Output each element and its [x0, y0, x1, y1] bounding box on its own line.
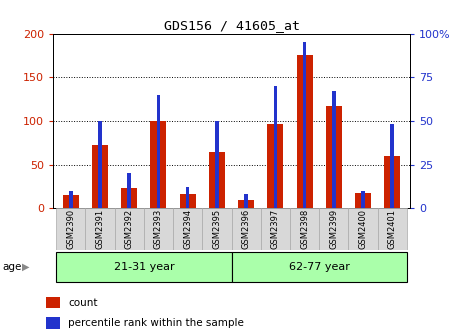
- Bar: [238, 200, 254, 208]
- Text: GSM2401: GSM2401: [388, 209, 397, 249]
- Bar: [56, 208, 85, 250]
- Bar: [186, 187, 189, 208]
- Bar: [46, 317, 60, 329]
- Bar: [180, 194, 196, 208]
- Text: age: age: [2, 262, 22, 272]
- Text: GSM2398: GSM2398: [300, 209, 309, 249]
- Bar: [326, 106, 342, 208]
- Bar: [332, 91, 336, 208]
- Bar: [303, 42, 307, 208]
- Bar: [232, 208, 261, 250]
- Bar: [378, 208, 407, 250]
- Bar: [69, 191, 73, 208]
- Bar: [261, 208, 290, 250]
- Bar: [274, 86, 277, 208]
- Bar: [267, 124, 283, 208]
- Text: GSM2400: GSM2400: [358, 209, 368, 249]
- Bar: [144, 208, 173, 250]
- Text: GSM2392: GSM2392: [125, 209, 134, 249]
- Text: GSM2399: GSM2399: [329, 209, 338, 249]
- Text: 21-31 year: 21-31 year: [113, 262, 174, 272]
- Bar: [46, 297, 60, 308]
- Bar: [56, 252, 232, 282]
- Bar: [202, 208, 232, 250]
- Bar: [390, 124, 394, 208]
- Text: GSM2391: GSM2391: [95, 209, 105, 249]
- Bar: [361, 191, 365, 208]
- Bar: [244, 194, 248, 208]
- Text: GSM2390: GSM2390: [66, 209, 75, 249]
- Bar: [127, 173, 131, 208]
- Bar: [348, 208, 378, 250]
- Text: ▶: ▶: [22, 262, 30, 272]
- Text: GSM2396: GSM2396: [242, 209, 250, 249]
- Bar: [173, 208, 202, 250]
- Text: GSM2395: GSM2395: [213, 209, 221, 249]
- Bar: [121, 188, 137, 208]
- Text: 62-77 year: 62-77 year: [289, 262, 350, 272]
- Text: percentile rank within the sample: percentile rank within the sample: [68, 318, 244, 328]
- Bar: [98, 121, 102, 208]
- Text: GSM2397: GSM2397: [271, 209, 280, 249]
- Bar: [215, 121, 219, 208]
- Title: GDS156 / 41605_at: GDS156 / 41605_at: [163, 19, 300, 33]
- Bar: [232, 252, 407, 282]
- Bar: [115, 208, 144, 250]
- Bar: [319, 208, 348, 250]
- Bar: [296, 54, 313, 208]
- Text: count: count: [68, 298, 97, 308]
- Bar: [85, 208, 115, 250]
- Text: GSM2394: GSM2394: [183, 209, 192, 249]
- Text: GSM2393: GSM2393: [154, 209, 163, 249]
- Bar: [156, 95, 160, 208]
- Bar: [92, 145, 108, 208]
- Bar: [355, 194, 371, 208]
- Bar: [384, 156, 400, 208]
- Bar: [290, 208, 319, 250]
- Bar: [63, 195, 79, 208]
- Bar: [209, 152, 225, 208]
- Bar: [150, 121, 167, 208]
